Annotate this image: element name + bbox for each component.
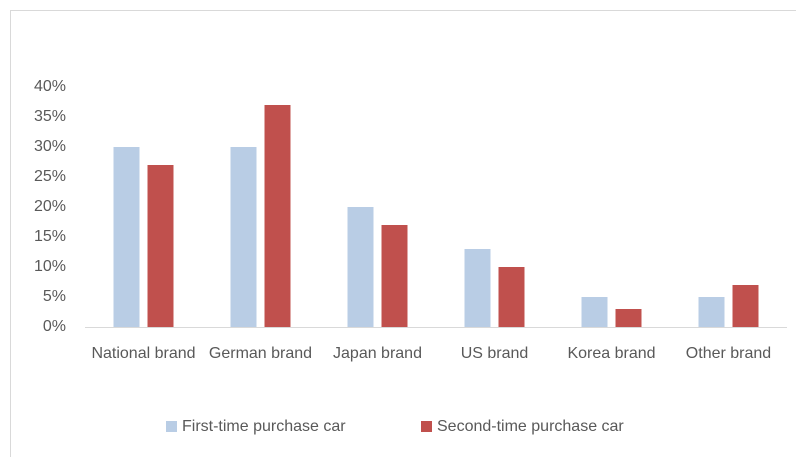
bar <box>147 165 174 327</box>
y-tick-label: 15% <box>34 228 66 245</box>
y-tick-label: 40% <box>34 78 66 95</box>
bar <box>381 225 408 327</box>
x-tick-label: US brand <box>460 345 529 362</box>
legend-label: First-time purchase car <box>182 418 346 435</box>
bar <box>264 105 291 327</box>
bar <box>464 249 491 327</box>
y-tick-label: 20% <box>34 198 66 215</box>
bar <box>615 309 642 327</box>
bar <box>347 207 374 327</box>
x-tick-label: Japan brand <box>333 345 422 362</box>
x-tick-label: National brand <box>91 345 196 362</box>
bar <box>581 297 608 327</box>
y-tick-label: 0% <box>43 318 66 335</box>
bar <box>698 297 725 327</box>
bar <box>113 147 140 327</box>
legend-swatch <box>166 421 177 432</box>
bar <box>498 267 525 327</box>
x-tick-label: Other brand <box>685 345 772 362</box>
y-tick-label: 35% <box>34 108 66 125</box>
legend-label: Second-time purchase car <box>437 418 624 435</box>
y-tick-label: 5% <box>43 288 66 305</box>
x-tick-label: German brand <box>208 345 313 362</box>
legend-swatch <box>421 421 432 432</box>
y-tick-label: 10% <box>34 258 66 275</box>
y-tick-label: 30% <box>34 138 66 155</box>
bar <box>230 147 257 327</box>
x-tick-label: Korea brand <box>567 345 656 362</box>
bar <box>732 285 759 327</box>
chart-border <box>10 10 796 457</box>
y-tick-label: 25% <box>34 168 66 185</box>
